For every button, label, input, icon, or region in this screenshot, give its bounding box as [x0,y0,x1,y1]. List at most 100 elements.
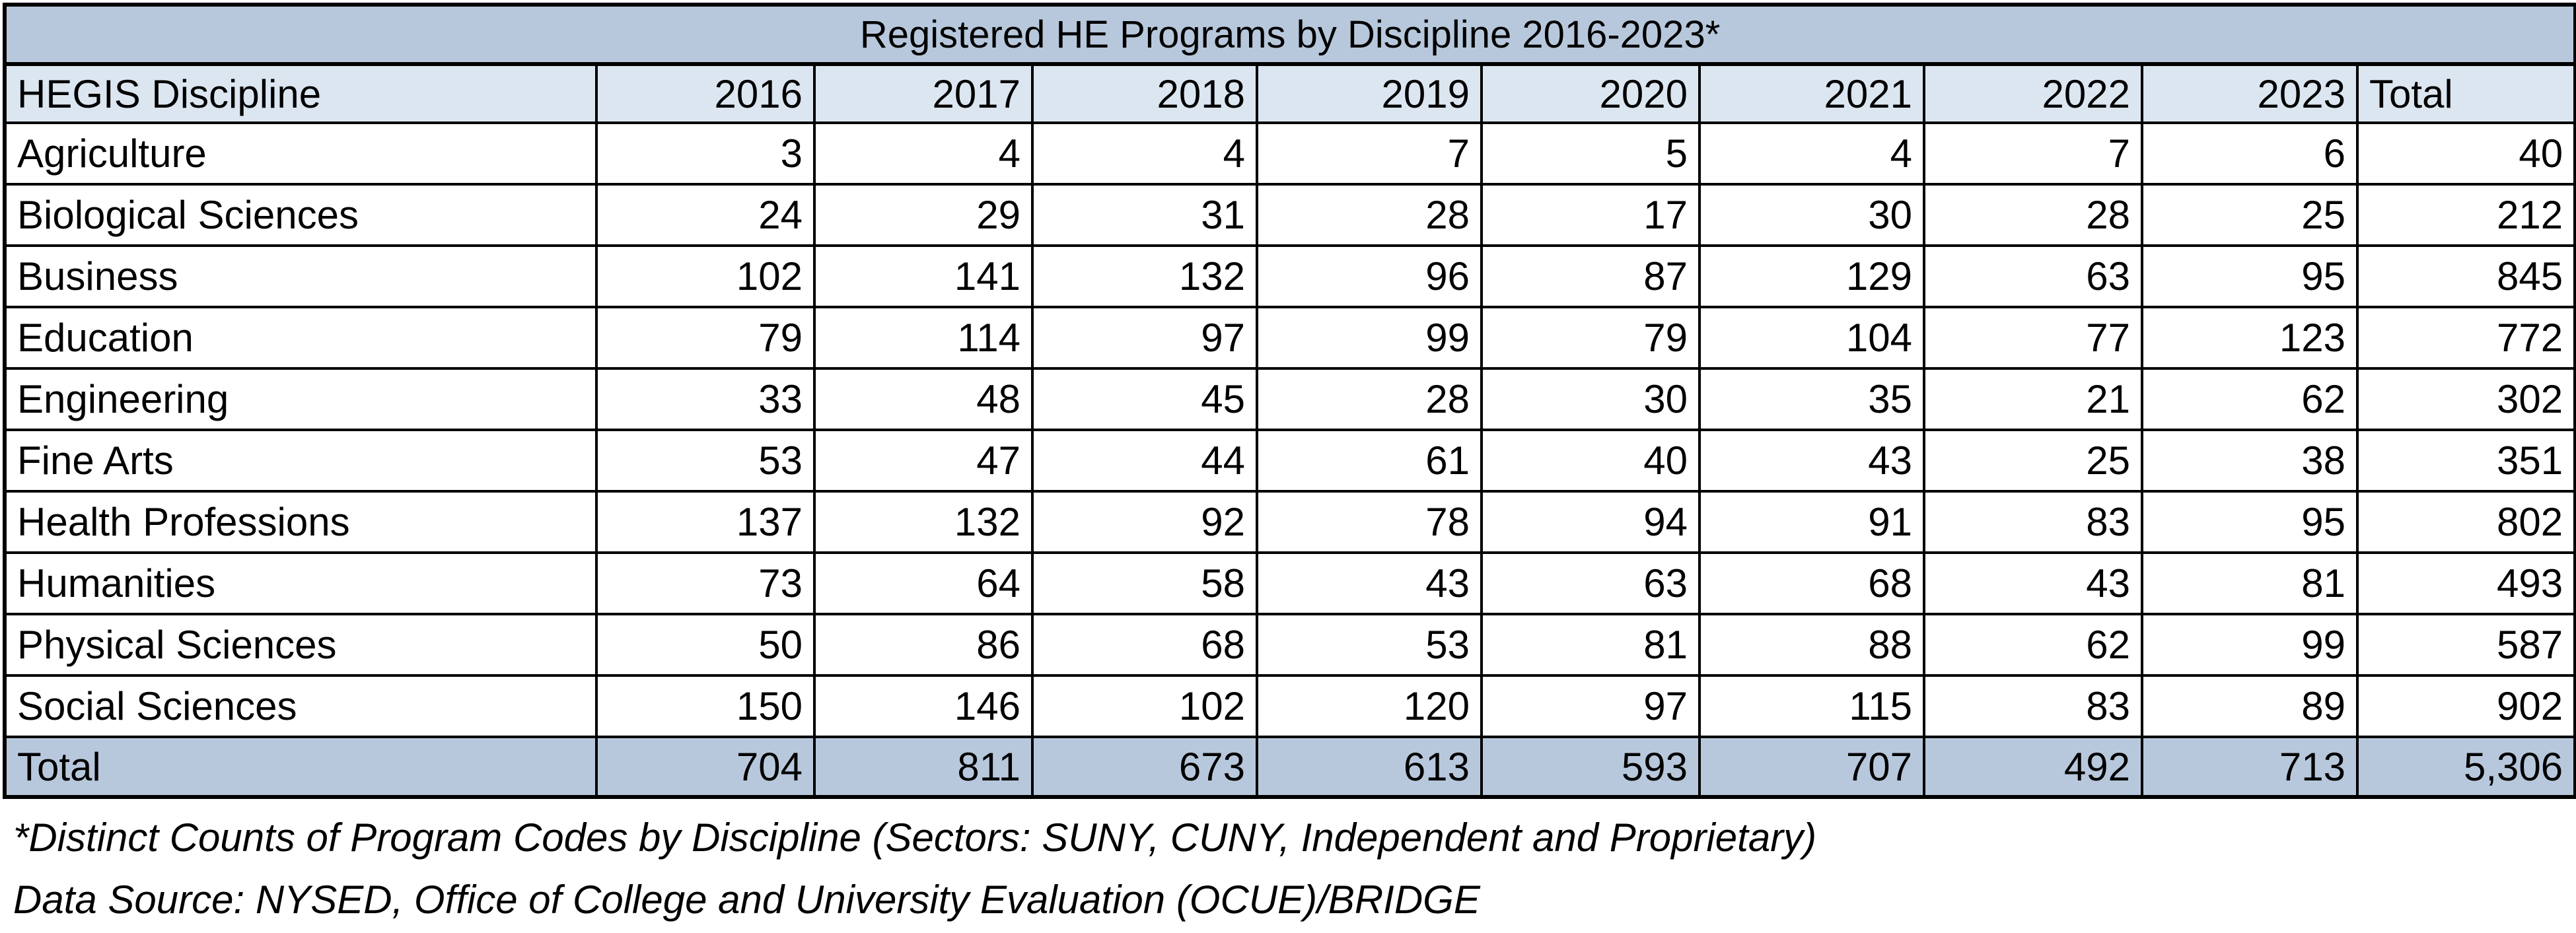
value-cell-2018: 97 [1031,306,1258,370]
value-cell-2022: 83 [1923,490,2143,554]
row-total-cell: 587 [2355,613,2576,677]
table-row-business: Business 102 141 132 96 87 129 63 95 845 [3,244,2576,308]
value-cell-2019: 43 [1256,551,1483,615]
value-cell-2018: 45 [1031,367,1258,431]
value-cell-2023: 95 [2141,244,2359,308]
discipline-label: Business [3,244,598,308]
total-cell-2016: 704 [595,736,816,798]
value-cell-2019: 7 [1256,121,1483,186]
header-year-2019: 2019 [1256,63,1483,124]
grand-total-cell: 5,306 [2355,736,2576,798]
table-body: Registered HE Programs by Discipline 201… [2,3,2576,798]
discipline-label: Physical Sciences [3,613,598,677]
value-cell-2021: 4 [1698,121,1925,186]
value-cell-2021: 129 [1698,244,1925,308]
value-cell-2019: 78 [1256,490,1483,554]
value-cell-2017: 114 [813,306,1034,370]
value-cell-2017: 29 [813,183,1034,247]
value-cell-2022: 21 [1923,367,2143,431]
value-cell-2020: 81 [1480,613,1701,677]
table-row-education: Education 79 114 97 99 79 104 77 123 772 [3,306,2576,370]
value-cell-2018: 68 [1031,613,1258,677]
value-cell-2022: 43 [1923,551,2143,615]
value-cell-2016: 73 [595,551,816,615]
value-cell-2016: 150 [595,674,816,738]
value-cell-2017: 86 [813,613,1034,677]
value-cell-2020: 79 [1480,306,1701,370]
total-cell-2023: 713 [2141,736,2359,798]
value-cell-2017: 4 [813,121,1034,186]
value-cell-2022: 83 [1923,674,2143,738]
value-cell-2023: 38 [2141,429,2359,493]
total-label: Total [3,736,598,798]
value-cell-2021: 43 [1698,429,1925,493]
value-cell-2018: 102 [1031,674,1258,738]
value-cell-2019: 28 [1256,367,1483,431]
table-row-physical-sciences: Physical Sciences 50 86 68 53 81 88 62 99 587 [3,613,2576,677]
header-year-2021: 2021 [1698,63,1925,124]
header-year-2020: 2020 [1480,63,1701,124]
value-cell-2019: 28 [1256,183,1483,247]
table-row-fine-arts: Fine Arts 53 47 44 61 40 43 25 38 351 [3,429,2576,493]
value-cell-2023: 6 [2141,121,2359,186]
value-cell-2022: 7 [1923,121,2143,186]
value-cell-2023: 123 [2141,306,2359,370]
value-cell-2016: 3 [595,121,816,186]
total-cell-2020: 593 [1480,736,1701,798]
value-cell-2016: 102 [595,244,816,308]
value-cell-2021: 35 [1698,367,1925,431]
value-cell-2018: 92 [1031,490,1258,554]
row-total-cell: 802 [2355,490,2576,554]
table-row-biological-sciences: Biological Sciences 24 29 31 28 17 30 28 25 212 [3,183,2576,247]
total-cell-2019: 613 [1256,736,1483,798]
value-cell-2016: 79 [595,306,816,370]
discipline-label: Humanities [3,551,598,615]
value-cell-2020: 17 [1480,183,1701,247]
value-cell-2019: 53 [1256,613,1483,677]
header-year-2017: 2017 [813,63,1034,124]
table-row-engineering: Engineering 33 48 45 28 30 35 21 62 302 [3,367,2576,431]
value-cell-2020: 94 [1480,490,1701,554]
value-cell-2021: 68 [1698,551,1925,615]
value-cell-2022: 28 [1923,183,2143,247]
value-cell-2018: 31 [1031,183,1258,247]
value-cell-2022: 63 [1923,244,2143,308]
table-title: Registered HE Programs by Discipline 201… [2,3,2576,66]
value-cell-2021: 88 [1698,613,1925,677]
total-row: Total 704 811 673 613 593 707 492 713 5,306 [3,736,2576,798]
header-discipline: HEGIS Discipline [3,63,598,124]
value-cell-2019: 61 [1256,429,1483,493]
table-row-humanities: Humanities 73 64 58 43 63 68 43 81 493 [3,551,2576,615]
value-cell-2019: 99 [1256,306,1483,370]
header-row: HEGIS Discipline 2016 2017 2018 2019 2020 2021… [3,63,2576,124]
discipline-label: Biological Sciences [3,183,598,247]
value-cell-2016: 53 [595,429,816,493]
data-source-note: Data Source: NYSED, Office of College an… [13,878,1480,922]
row-total-cell: 902 [2355,674,2576,738]
total-cell-2021: 707 [1698,736,1925,798]
total-cell-2022: 492 [1923,736,2143,798]
value-cell-2020: 40 [1480,429,1701,493]
value-cell-2021: 115 [1698,674,1925,738]
discipline-label: Social Sciences [3,674,598,738]
total-cell-2017: 811 [813,736,1034,798]
value-cell-2016: 137 [595,490,816,554]
value-cell-2017: 132 [813,490,1034,554]
value-cell-2017: 141 [813,244,1034,308]
row-total-cell: 351 [2355,429,2576,493]
row-total-cell: 212 [2355,183,2576,247]
value-cell-2018: 58 [1031,551,1258,615]
discipline-label: Agriculture [3,121,598,186]
value-cell-2022: 62 [1923,613,2143,677]
value-cell-2016: 50 [595,613,816,677]
table-row-agriculture: Agriculture 3 4 4 7 5 4 7 6 40 [3,121,2576,186]
header-year-2022: 2022 [1923,63,2143,124]
value-cell-2022: 77 [1923,306,2143,370]
header-total: Total [2355,63,2576,124]
header-year-2016: 2016 [595,63,816,124]
table-row-health-professions: Health Professions 137 132 92 78 94 91 83 95 802 [3,490,2576,554]
value-cell-2022: 25 [1923,429,2143,493]
value-cell-2023: 81 [2141,551,2359,615]
value-cell-2017: 64 [813,551,1034,615]
value-cell-2019: 96 [1256,244,1483,308]
